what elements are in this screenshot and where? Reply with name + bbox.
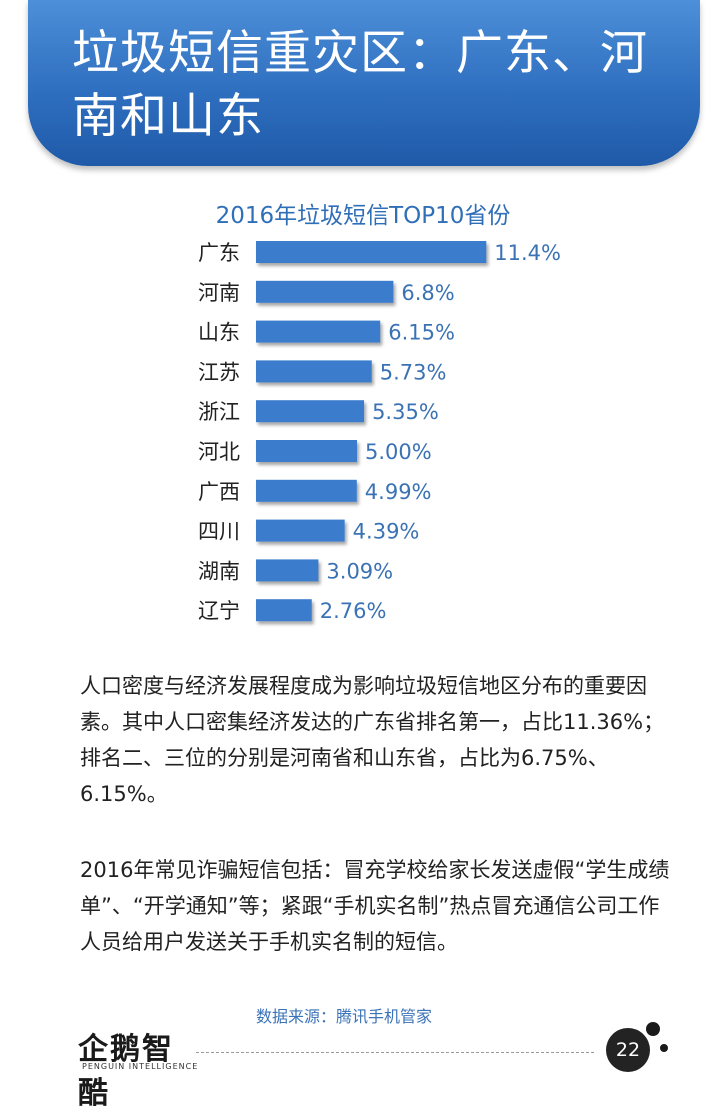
bar bbox=[256, 320, 381, 343]
penguin-intelligence-logo: 企鹅智酷 PENGUIN INTELLIGENCE bbox=[72, 1018, 202, 1111]
value-label: 2.76% bbox=[320, 599, 387, 623]
value-label: 4.99% bbox=[365, 480, 432, 504]
decorative-dot bbox=[646, 1022, 660, 1036]
bar bbox=[256, 559, 319, 582]
category-label: 河南 bbox=[198, 281, 240, 305]
value-label: 5.00% bbox=[365, 440, 432, 464]
data-source: 数据来源：腾讯手机管家 bbox=[256, 1007, 433, 1026]
category-label: 江苏 bbox=[198, 360, 240, 384]
bar bbox=[256, 400, 365, 423]
category-label: 浙江 bbox=[198, 400, 240, 424]
bar bbox=[256, 360, 372, 383]
value-label: 6.8% bbox=[401, 281, 454, 305]
title-banner: 垃圾短信重灾区：广东、河南和山东 bbox=[28, 0, 700, 166]
analysis-paragraph: 人口密度与经济发展程度成为影响垃圾短信地区分布的重要因素。其中人口密集经济发达的… bbox=[80, 674, 665, 806]
category-label: 广东 bbox=[198, 241, 240, 265]
value-label: 5.73% bbox=[380, 360, 447, 384]
category-label: 辽宁 bbox=[198, 599, 240, 623]
value-label: 6.15% bbox=[388, 321, 455, 345]
bar bbox=[256, 599, 312, 622]
chart-title: 2016年垃圾短信TOP10省份 bbox=[215, 203, 511, 229]
bar bbox=[256, 241, 487, 263]
bar bbox=[256, 479, 357, 502]
value-label: 3.09% bbox=[326, 559, 393, 583]
page-number: 22 bbox=[606, 1028, 650, 1072]
category-label: 广西 bbox=[198, 480, 240, 504]
bar-chart: 广东 11.4% 河南 6.8% 山东 6.15% 江苏 5.73% 浙江 5.35% 河北 5.00… bbox=[198, 241, 561, 623]
value-label: 5.35% bbox=[372, 400, 439, 424]
value-label: 4.39% bbox=[353, 520, 420, 544]
category-label: 四川 bbox=[198, 520, 240, 544]
logo-subtitle: PENGUIN INTELLIGENCE bbox=[82, 1062, 199, 1071]
value-label: 11.4% bbox=[494, 241, 561, 265]
bar bbox=[256, 440, 357, 462]
category-label: 山东 bbox=[198, 321, 240, 345]
fraud-sms-paragraph: 2016年常见诈骗短信包括：冒充学校给家长发送虚假“学生成绩单”、“开学通知”等… bbox=[80, 858, 670, 954]
bar bbox=[256, 280, 394, 303]
decorative-dot bbox=[660, 1044, 668, 1052]
bar bbox=[256, 519, 345, 542]
category-label: 河北 bbox=[198, 440, 240, 464]
category-label: 湖南 bbox=[198, 559, 240, 583]
footer-divider bbox=[196, 1052, 594, 1053]
page-title: 垃圾短信重灾区：广东、河南和山东 bbox=[72, 26, 648, 144]
